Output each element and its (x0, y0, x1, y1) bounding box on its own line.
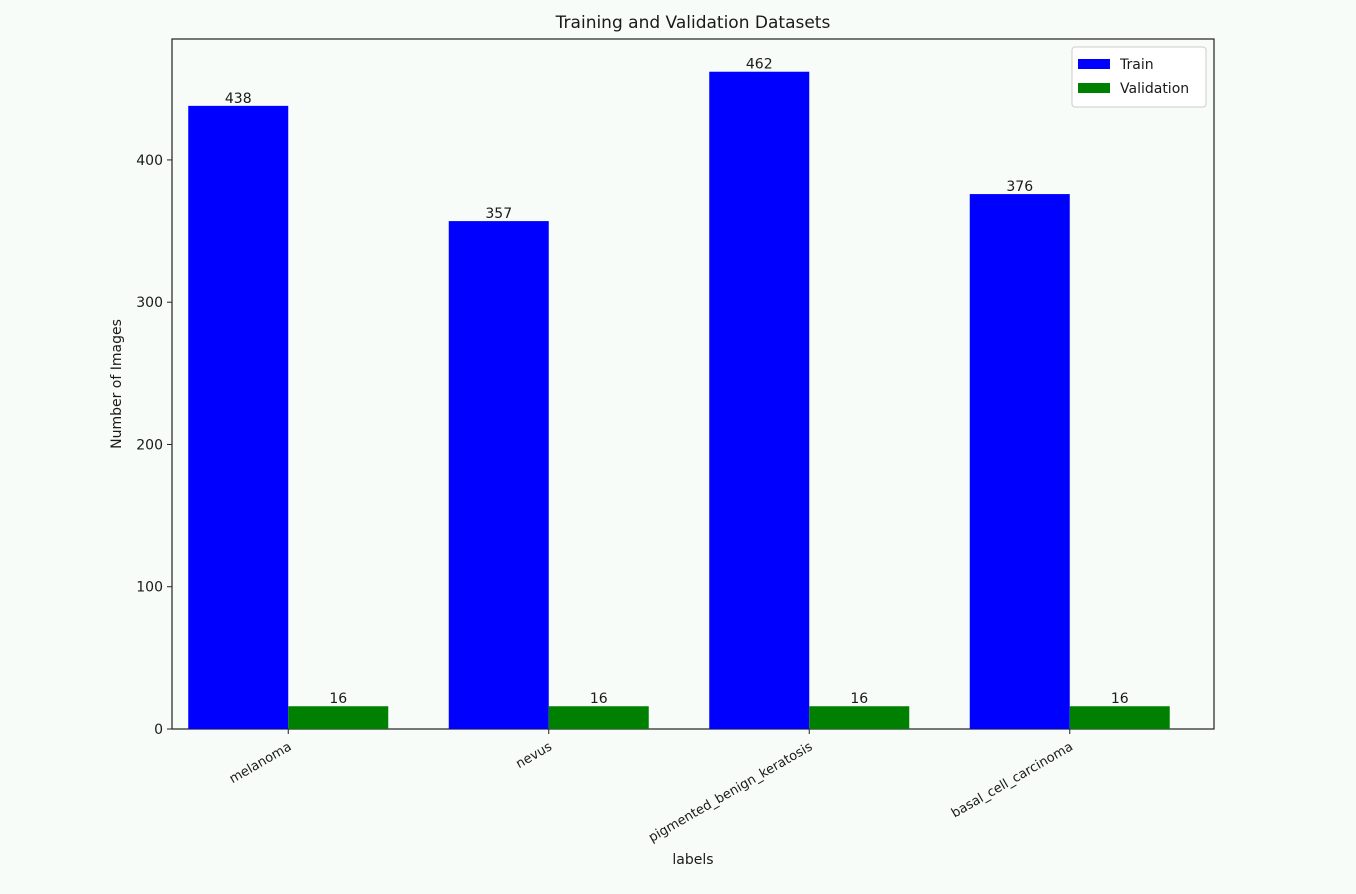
y-tick-label-400: 400 (136, 153, 163, 169)
legend-label-train: Train (1119, 57, 1154, 73)
bar-validation-basal_cell_carcinoma (1069, 706, 1170, 729)
legend-label-validation: Validation (1120, 81, 1189, 97)
data-label-validation-nevus: 16 (590, 691, 608, 707)
data-label-validation-basal_cell_carcinoma: 16 (1111, 691, 1129, 707)
bar-validation-melanoma (288, 706, 389, 729)
legend-swatch-train (1078, 59, 1110, 69)
y-tick-label-300: 300 (136, 295, 163, 311)
bars-layer (188, 71, 1170, 730)
bar-train-pigmented_benign_keratosis (709, 71, 810, 729)
bar-train-basal_cell_carcinoma (969, 194, 1070, 730)
labels-layer: 438 16 357 16 462 16 376 16 (225, 57, 1129, 708)
data-label-train-melanoma: 438 (225, 91, 252, 107)
legend-box (1071, 46, 1207, 108)
bar-train-nevus (448, 221, 549, 729)
chart-title: Training and Validation Datasets (555, 13, 831, 33)
y-tick-label-200: 200 (136, 437, 163, 453)
y-tick-label-0: 0 (154, 722, 163, 738)
y-tick-label-100: 100 (136, 580, 163, 596)
legend: Train Validation (1071, 46, 1207, 108)
x-axis-label: labels (672, 852, 713, 868)
data-label-train-pigmented_benign_keratosis: 462 (746, 57, 773, 73)
data-label-validation-melanoma: 16 (329, 691, 347, 707)
bar-validation-pigmented_benign_keratosis (809, 706, 910, 729)
bar-validation-nevus (548, 706, 649, 729)
bar-train-melanoma (188, 105, 289, 730)
data-label-train-basal_cell_carcinoma: 376 (1006, 179, 1033, 195)
y-axis-label: Number of Images (109, 319, 125, 449)
data-label-validation-pigmented_benign_keratosis: 16 (850, 691, 868, 707)
legend-swatch-validation (1078, 83, 1110, 93)
data-label-train-nevus: 357 (485, 206, 512, 222)
